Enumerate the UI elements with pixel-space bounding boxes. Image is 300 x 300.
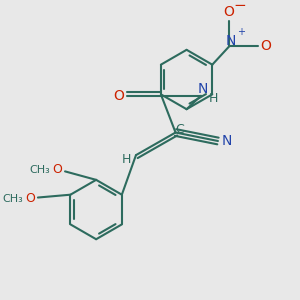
- Text: N: N: [226, 34, 236, 48]
- Text: O: O: [223, 5, 234, 20]
- Text: +: +: [237, 27, 245, 37]
- Text: H: H: [122, 153, 131, 166]
- Text: H: H: [209, 92, 218, 105]
- Text: N: N: [221, 134, 232, 148]
- Text: C: C: [176, 123, 184, 136]
- Text: O: O: [52, 164, 62, 176]
- Text: O: O: [114, 89, 124, 103]
- Text: N: N: [197, 82, 208, 96]
- Text: O: O: [25, 192, 35, 206]
- Text: O: O: [260, 39, 271, 53]
- Text: CH₃: CH₃: [2, 194, 23, 204]
- Text: −: −: [234, 0, 246, 13]
- Text: CH₃: CH₃: [29, 165, 50, 175]
